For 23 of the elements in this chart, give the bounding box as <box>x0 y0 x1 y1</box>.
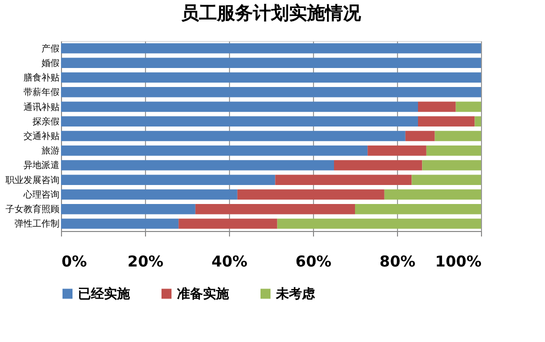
x-tick-label: 80% <box>380 252 416 270</box>
legend-label: 已经实施 <box>78 286 131 302</box>
x-tick-label: 0% <box>62 252 87 270</box>
y-tick-label: 弹性工作制 <box>14 218 60 230</box>
x-tick-label: 100% <box>435 252 482 270</box>
y-tick-label: 产假 <box>42 43 60 54</box>
y-tick-label: 异地派遣 <box>24 160 60 172</box>
x-tick-label: 20% <box>128 252 164 270</box>
legend-label: 未考虑 <box>275 286 316 302</box>
y-tick-label: 交通补贴 <box>24 131 60 142</box>
y-tick-label: 子女教育照顾 <box>6 204 60 216</box>
legend-label: 准备实施 <box>177 286 230 302</box>
x-tick-label: 40% <box>212 252 248 270</box>
y-tick-label: 带薪年假 <box>24 87 60 98</box>
y-tick-label: 通讯补贴 <box>24 102 60 113</box>
y-tick-label: 旅游 <box>42 146 60 157</box>
y-tick-label: 膳食补贴 <box>24 72 60 84</box>
x-tick-label: 60% <box>296 252 332 270</box>
y-tick-label: 心理咨询 <box>22 189 60 200</box>
y-tick-label: 婚假 <box>42 58 60 69</box>
y-tick-label: 职业发展咨询 <box>6 174 60 186</box>
chart-title: 员工服务计划实施情况 <box>180 3 362 24</box>
y-tick-label: 探亲假 <box>32 116 60 128</box>
